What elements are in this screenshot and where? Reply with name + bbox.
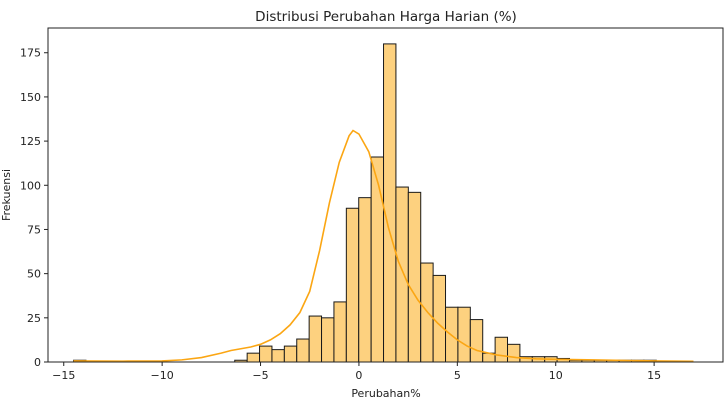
histogram-bar	[370, 156, 385, 363]
histogram-bar	[407, 191, 422, 363]
histogram-bar	[507, 343, 521, 363]
x-tick-label: 0	[355, 369, 362, 382]
y-axis-label: Frekuensi	[0, 169, 13, 221]
histogram-bar	[345, 207, 360, 363]
histogram-bar	[246, 352, 261, 363]
histogram-bar	[271, 349, 285, 363]
y-axis: 0 25 50 75 100 125 150 175	[20, 47, 48, 369]
histogram-bar	[308, 315, 323, 363]
chart-title: Distribusi Perubahan Harga Harian (%)	[255, 9, 517, 25]
y-tick-label: 100	[20, 179, 41, 192]
histogram-bar	[383, 43, 397, 363]
y-tick-label: 175	[20, 47, 41, 60]
x-axis-label: Perubahan%	[351, 387, 420, 400]
plot-frame	[47, 27, 724, 363]
x-tick-label: 10	[549, 369, 563, 382]
histogram-bar	[358, 197, 372, 363]
histogram-bar	[469, 319, 484, 363]
kde-curve	[73, 129, 694, 363]
y-tick-label: 150	[20, 91, 41, 104]
y-tick-label: 25	[27, 312, 41, 325]
x-tick-label: 15	[647, 369, 661, 382]
histogram-bar	[333, 301, 347, 363]
histogram-bar	[321, 317, 335, 363]
histogram-bar	[283, 345, 298, 363]
histogram-bar	[395, 186, 409, 363]
x-axis: −15 −10 −5 0 5 10 15	[52, 362, 661, 382]
y-tick-label: 0	[34, 356, 41, 369]
x-tick-label: −15	[52, 369, 75, 382]
y-tick-label: 50	[27, 268, 41, 281]
x-tick-label: −5	[252, 369, 268, 382]
histogram-bar	[259, 345, 273, 363]
histogram-bar	[432, 274, 447, 363]
x-tick-label: −10	[151, 369, 174, 382]
histogram-bar	[457, 306, 471, 363]
histogram-bar	[494, 336, 509, 363]
histogram-bar	[296, 338, 310, 363]
x-tick-label: 5	[454, 369, 461, 382]
y-tick-label: 125	[20, 135, 41, 148]
y-tick-label: 75	[27, 223, 41, 236]
histogram-bars	[73, 43, 657, 363]
